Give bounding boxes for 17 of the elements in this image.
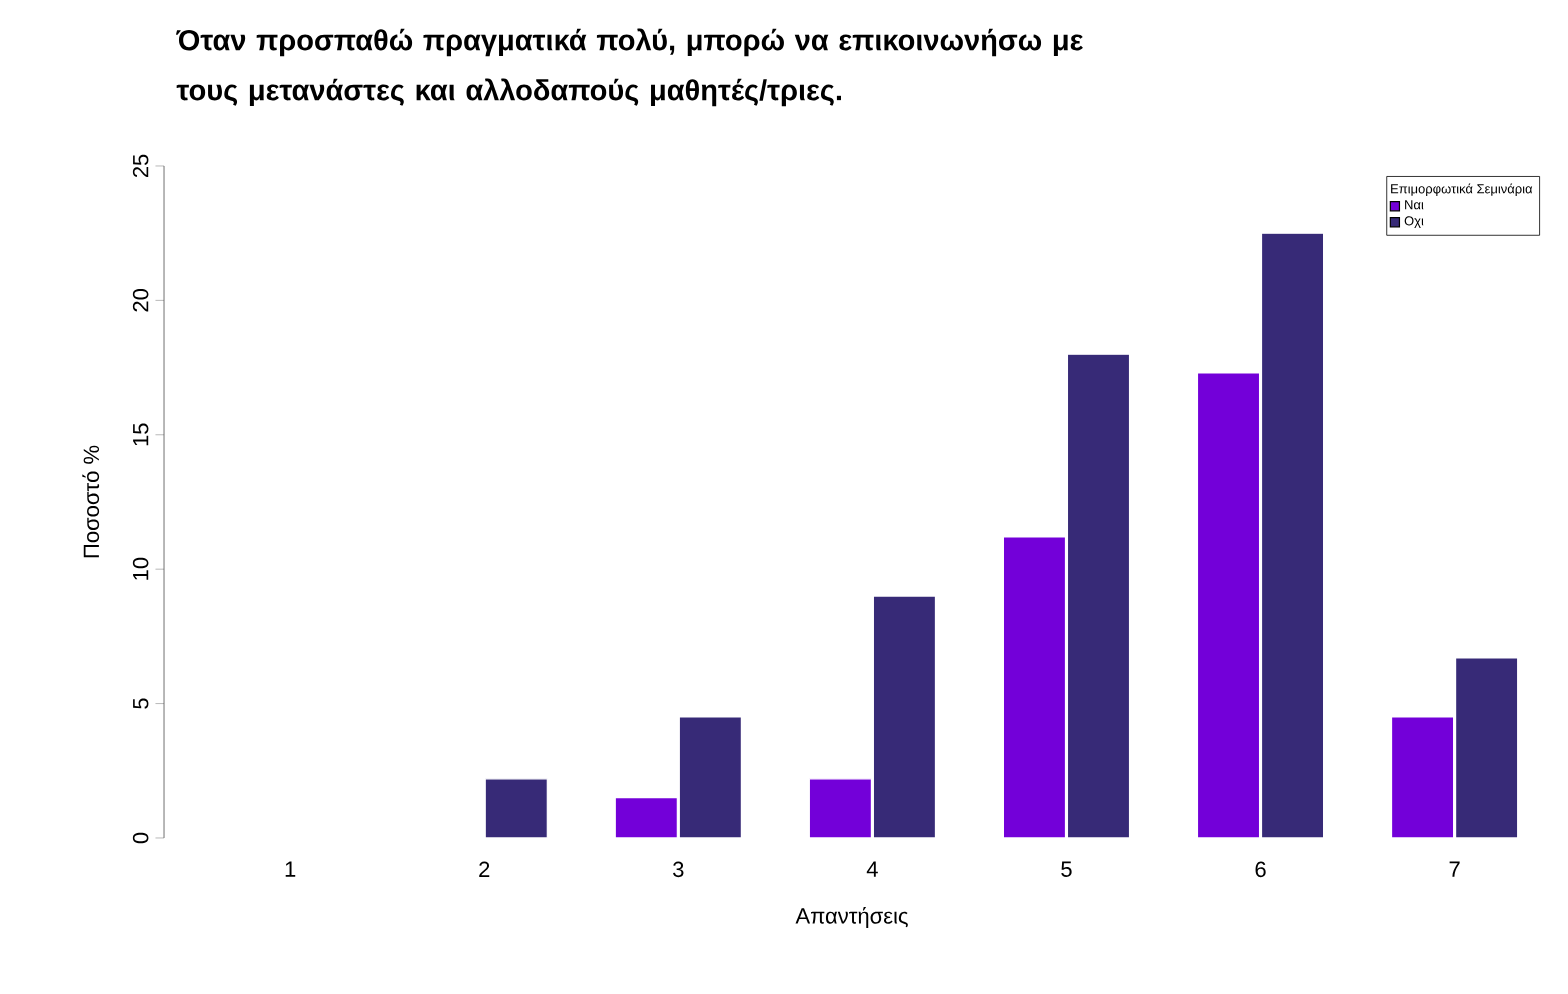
x-tick-label: 3 [673, 861, 684, 878]
y-tick-label: 15 [133, 423, 149, 446]
x-tick-label: 5 [1061, 861, 1072, 877]
x-tick-label: 1 [285, 861, 296, 877]
chart-title: Όταν προσπαθώ πραγματικά πολύ, μπορώ να επικοινωνήσω με τους μετανάστες και αλλοδαπούς μαθητές/τριες. [176, 28, 1083, 107]
y-tick-label: 20 [132, 289, 149, 312]
x-axis-title: Απαντήσεις [795, 906, 908, 928]
y-tick-label: 5 [133, 698, 149, 709]
x-tick-label: 7 [1449, 861, 1460, 877]
y-axis-title: Ποσοστό % [82, 445, 100, 558]
bar [484, 778, 548, 839]
y-tick-label: 25 [132, 154, 149, 178]
x-tick-label: 2 [479, 861, 490, 877]
y-tick-label: 0 [132, 832, 149, 844]
x-tick-label: 4 [866, 861, 878, 877]
x-tick-label: 6 [1255, 861, 1266, 878]
y-tick-label: 10 [132, 557, 149, 580]
